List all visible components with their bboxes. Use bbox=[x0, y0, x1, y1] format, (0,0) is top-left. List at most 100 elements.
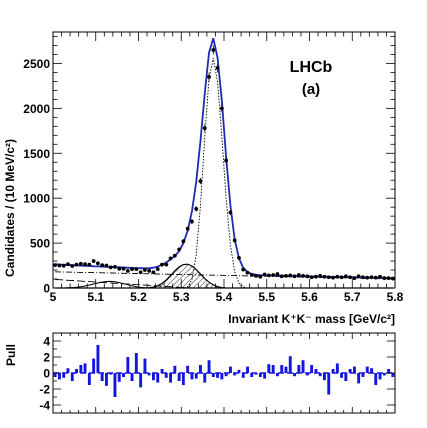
pull-bar bbox=[92, 358, 96, 373]
data-point bbox=[241, 267, 246, 272]
pull-bar bbox=[143, 358, 147, 373]
data-point bbox=[181, 239, 186, 244]
data-point bbox=[57, 263, 62, 268]
data-point bbox=[104, 263, 109, 268]
pull-bar bbox=[220, 373, 224, 380]
pull-bar bbox=[105, 373, 108, 386]
data-point bbox=[211, 48, 216, 52]
pull-bar bbox=[122, 373, 125, 377]
pull-bar bbox=[263, 373, 267, 379]
data-point bbox=[301, 273, 305, 278]
pull-bar bbox=[365, 366, 369, 373]
data-point bbox=[113, 264, 117, 269]
pull-bar bbox=[370, 368, 373, 373]
pull-bar bbox=[327, 373, 331, 395]
data-point bbox=[361, 275, 365, 280]
data-point bbox=[254, 273, 258, 278]
panel-label: (a) bbox=[302, 81, 320, 98]
data-point bbox=[108, 265, 113, 270]
data-point bbox=[249, 273, 254, 277]
pull-bar bbox=[96, 345, 100, 373]
data-point bbox=[117, 266, 122, 271]
pull-bar bbox=[391, 373, 395, 377]
data-point bbox=[275, 272, 280, 276]
pull-plot-bars bbox=[53, 345, 395, 397]
data-point bbox=[322, 274, 327, 279]
data-point bbox=[343, 274, 348, 279]
data-point bbox=[348, 275, 353, 280]
data-point bbox=[130, 267, 134, 272]
pull-bar bbox=[156, 373, 160, 383]
data-point bbox=[314, 274, 318, 279]
data-point bbox=[121, 266, 126, 271]
data-point bbox=[151, 270, 156, 275]
data-point bbox=[194, 207, 199, 211]
pull-bar bbox=[169, 373, 172, 383]
data-point bbox=[160, 262, 164, 267]
data-point bbox=[296, 273, 301, 277]
data-point bbox=[352, 276, 357, 281]
data-point bbox=[232, 238, 237, 243]
data-point bbox=[215, 66, 220, 70]
pull-y-tick-label: -2 bbox=[39, 383, 50, 397]
pull-bar bbox=[241, 373, 245, 378]
data-point bbox=[219, 106, 224, 111]
pull-bar bbox=[340, 373, 343, 378]
pull-bar bbox=[246, 366, 249, 373]
data-point bbox=[318, 273, 323, 278]
x-axis-label: Invariant K⁺K⁻ mass [GeV/c²] bbox=[228, 312, 395, 326]
pull-bar bbox=[186, 365, 190, 373]
pull-bar bbox=[181, 373, 185, 385]
pull-bar bbox=[203, 373, 207, 383]
data-point bbox=[95, 261, 100, 266]
pull-bar bbox=[211, 373, 215, 377]
pull-bar bbox=[271, 365, 275, 373]
pull-bar bbox=[335, 363, 339, 373]
pull-bar bbox=[310, 365, 314, 373]
pull-bar bbox=[348, 369, 352, 373]
data-point bbox=[284, 273, 288, 278]
data-point bbox=[365, 275, 370, 280]
pull-y-axis-label: Pull bbox=[4, 344, 18, 366]
pull-bar bbox=[100, 373, 104, 381]
pull-bar bbox=[199, 365, 202, 373]
pull-bar bbox=[250, 373, 254, 377]
data-point bbox=[87, 262, 92, 267]
pull-bar bbox=[361, 373, 365, 377]
pull-bar bbox=[267, 364, 271, 373]
data-point bbox=[198, 179, 203, 184]
pull-bar bbox=[66, 368, 70, 373]
data-point bbox=[147, 269, 152, 273]
pull-bar bbox=[126, 357, 130, 373]
pull-bar bbox=[387, 369, 391, 373]
data-point bbox=[155, 267, 160, 272]
x-tick-label: 5.4 bbox=[216, 290, 233, 304]
data-point bbox=[228, 210, 233, 215]
y-axis-label: Candidates / (10 MeV/c²) bbox=[3, 139, 17, 277]
x-tick-label: 5.1 bbox=[87, 290, 104, 304]
pull-bar bbox=[152, 373, 155, 381]
pull-bar bbox=[109, 373, 113, 375]
pull-bar bbox=[382, 373, 386, 376]
data-point bbox=[356, 274, 361, 279]
data-point bbox=[369, 275, 374, 280]
x-tick-label: 5.3 bbox=[173, 290, 190, 304]
data-point bbox=[61, 263, 66, 268]
data-point bbox=[143, 268, 147, 272]
pull-bar bbox=[331, 369, 335, 373]
data-point bbox=[190, 219, 194, 224]
pull-plot-axes: 4 2 0 -2 -4 bbox=[39, 332, 396, 414]
pull-bar bbox=[53, 373, 57, 377]
pull-y-tick-label: -4 bbox=[39, 399, 50, 413]
data-point bbox=[172, 253, 177, 258]
pull-bar bbox=[344, 373, 348, 381]
pull-bar bbox=[378, 373, 382, 380]
pull-bar bbox=[164, 373, 168, 378]
pull-bar bbox=[305, 373, 309, 376]
pull-bar bbox=[258, 373, 262, 377]
y-tick-label: 2000 bbox=[23, 102, 50, 116]
main-plot-layers bbox=[53, 38, 395, 289]
data-point bbox=[305, 274, 310, 279]
pull-bar bbox=[177, 373, 181, 381]
